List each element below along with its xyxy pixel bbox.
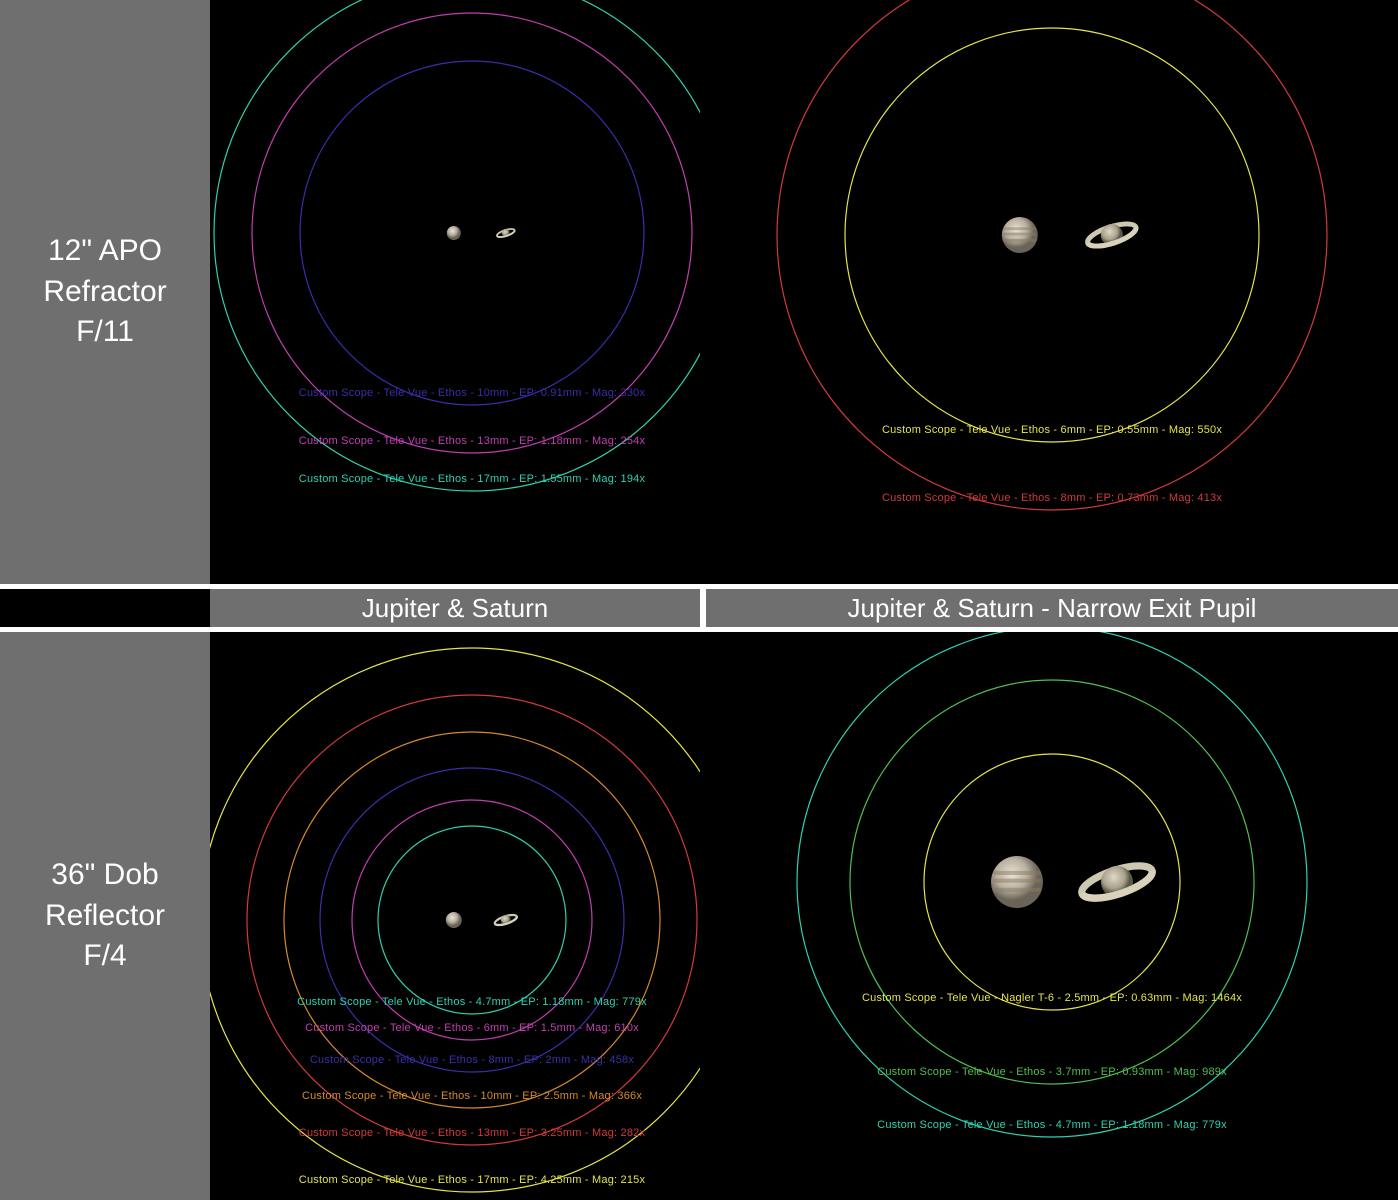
fov-ring-label: Custom Scope - Tele Vue - Ethos - 3.7mm … bbox=[877, 1066, 1227, 1078]
txt: Reflector bbox=[45, 896, 165, 937]
fov-ring-label: Custom Scope - Tele Vue - Ethos - 10mm -… bbox=[299, 387, 646, 399]
comparison-grid: 12" APO Refractor F/11 Custom Scope - Te… bbox=[0, 0, 1398, 1200]
fov-ring-label: Custom Scope - Tele Vue - Ethos - 6mm - … bbox=[882, 424, 1222, 436]
txt: 36" Dob bbox=[45, 855, 165, 896]
panel-bottom-right: Custom Scope - Tele Vue - Ethos - 4.7mm … bbox=[706, 632, 1398, 1200]
jupiter-icon bbox=[447, 226, 461, 240]
sidebar-bottom: 36" Dob Reflector F/4 bbox=[0, 632, 210, 1200]
header-row: Jupiter & Saturn Jupiter & Saturn - Narr… bbox=[0, 584, 1398, 632]
panel-top-left: Custom Scope - Tele Vue - Ethos - 17mm -… bbox=[210, 0, 700, 584]
txt: Refractor bbox=[43, 272, 166, 313]
fov-ring-label: Custom Scope - Tele Vue - Ethos - 8mm - … bbox=[882, 492, 1222, 504]
panel-top-right: Custom Scope - Tele Vue - Ethos - 8mm - … bbox=[706, 0, 1398, 584]
header-right: Jupiter & Saturn - Narrow Exit Pupil bbox=[706, 584, 1398, 632]
sidebar-top-label: 12" APO Refractor F/11 bbox=[43, 231, 166, 353]
fov-ring bbox=[797, 632, 1307, 1137]
fov-ring bbox=[850, 680, 1254, 1084]
fov-ring-label: Custom Scope - Tele Vue - Ethos - 10mm -… bbox=[302, 1090, 642, 1102]
txt: F/11 bbox=[43, 312, 166, 353]
fov-ring-label: Custom Scope - Tele Vue - Ethos - 13mm -… bbox=[299, 1127, 646, 1139]
fov-ring-label: Custom Scope - Tele Vue - Ethos - 6mm - … bbox=[305, 1022, 639, 1034]
header-right-text: Jupiter & Saturn - Narrow Exit Pupil bbox=[848, 593, 1257, 624]
sidebar-top: 12" APO Refractor F/11 bbox=[0, 0, 210, 584]
fov-ring bbox=[247, 695, 697, 1145]
fov-ring-label: Custom Scope - Tele Vue - Ethos - 17mm -… bbox=[299, 1174, 646, 1186]
header-left: Jupiter & Saturn bbox=[210, 584, 700, 632]
fov-ring-label: Custom Scope - Tele Vue - Ethos - 4.7mm … bbox=[877, 1119, 1227, 1131]
fov-ring-label: Custom Scope - Tele Vue - Ethos - 17mm -… bbox=[299, 473, 646, 485]
fov-ring-label: Custom Scope - Tele Vue - Ethos - 13mm -… bbox=[299, 435, 646, 447]
fov-ring-label: Custom Scope - Tele Vue - Ethos - 4.7mm … bbox=[297, 996, 647, 1008]
txt: 12" APO bbox=[43, 231, 166, 272]
panel-bottom-left: Custom Scope - Tele Vue - Ethos - 17mm -… bbox=[210, 632, 700, 1200]
jupiter-icon bbox=[446, 912, 462, 928]
fov-ring bbox=[378, 826, 566, 1014]
fov-ring bbox=[300, 61, 644, 405]
sidebar-bottom-label: 36" Dob Reflector F/4 bbox=[45, 855, 165, 977]
fov-ring bbox=[214, 0, 700, 491]
header-spacer bbox=[0, 584, 210, 632]
fov-ring-label: Custom Scope - Tele Vue - Nagler T-6 - 2… bbox=[862, 992, 1242, 1004]
fov-ring bbox=[284, 732, 660, 1108]
fov-ring-label: Custom Scope - Tele Vue - Ethos - 8mm - … bbox=[310, 1054, 634, 1066]
txt: F/4 bbox=[45, 936, 165, 977]
fov-ring bbox=[845, 28, 1259, 442]
header-left-text: Jupiter & Saturn bbox=[362, 593, 548, 624]
